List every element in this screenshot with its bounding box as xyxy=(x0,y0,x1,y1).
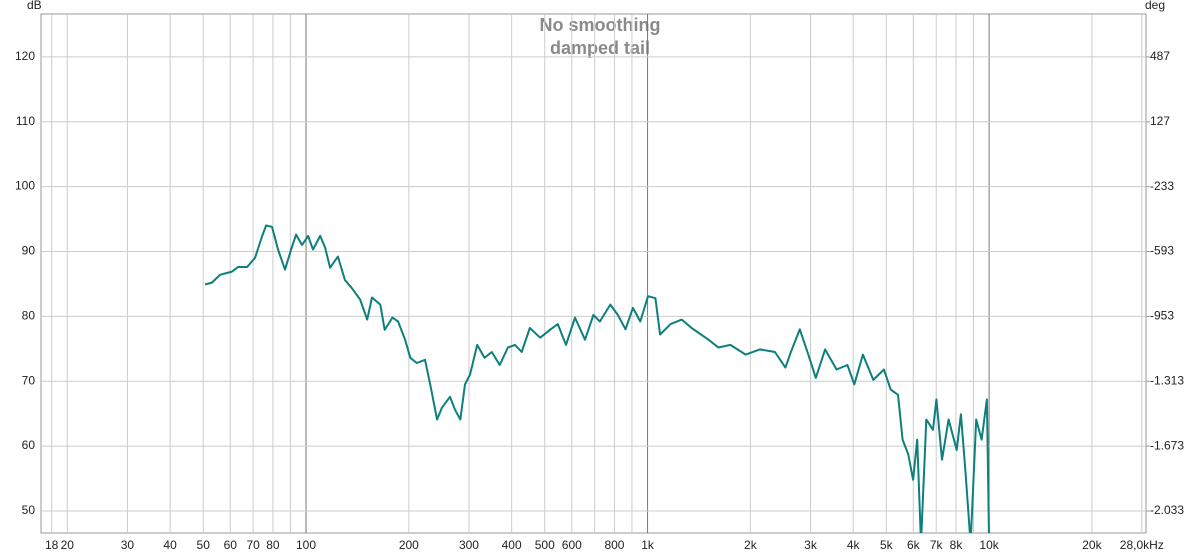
x-tick-label: 300 xyxy=(459,538,479,552)
y-tick-label: 110 xyxy=(16,114,35,128)
y-tick-label: 100 xyxy=(15,179,35,193)
x-tick-label: 50 xyxy=(197,538,211,552)
y-tick-label: 50 xyxy=(22,503,36,517)
x-tick-label: 20k xyxy=(1082,538,1102,552)
x-tick-label: 500 xyxy=(535,538,555,552)
x-tick-label: 70 xyxy=(246,538,260,552)
x-tick-label: 800 xyxy=(604,538,624,552)
y-tick-label: 120 xyxy=(15,49,35,63)
x-tick-label: 4k xyxy=(847,538,861,552)
chart-subtitle: damped tail xyxy=(550,38,650,58)
y-axis-label: dB xyxy=(27,0,42,12)
x-tick-label: 80 xyxy=(266,538,280,552)
x-tick-label: 30 xyxy=(121,538,135,552)
x-tick-label: 18 xyxy=(45,538,59,552)
y2-tick-label: -1.673 xyxy=(1150,438,1184,452)
y2-tick-label: -593 xyxy=(1150,244,1174,258)
x-tick-label: 400 xyxy=(502,538,522,552)
y2-tick-label: -953 xyxy=(1150,309,1174,323)
y2-axis-label: deg xyxy=(1145,0,1165,12)
x-tick-label: 6k xyxy=(907,538,921,552)
y-tick-label: 70 xyxy=(22,373,36,387)
y2-tick-label: 487 xyxy=(1150,49,1170,63)
y-tick-label: 80 xyxy=(22,308,36,322)
x-tick-label: 200 xyxy=(399,538,419,552)
series-line xyxy=(204,224,990,533)
y-tick-label: 60 xyxy=(22,438,36,452)
x-tick-label: 10k xyxy=(979,538,999,552)
y2-tick-label: -2.033 xyxy=(1150,503,1184,517)
x-tick-label: 100 xyxy=(296,538,316,552)
plot-area xyxy=(40,13,1147,534)
x-tick-label: 7k xyxy=(930,538,944,552)
x-tick-label: 8k xyxy=(950,538,964,552)
x-tick-label: 60 xyxy=(224,538,238,552)
x-tick-label: 40 xyxy=(163,538,177,552)
x-tick-label: 28,0kHz xyxy=(1120,538,1164,552)
chart-title: No smoothing xyxy=(540,15,661,35)
y2-tick-label: 127 xyxy=(1150,114,1170,128)
y2-tick-label: -1.313 xyxy=(1150,373,1184,387)
x-tick-label: 20 xyxy=(61,538,75,552)
x-tick-label: 2k xyxy=(744,538,758,552)
y-tick-label: 90 xyxy=(22,244,36,258)
x-tick-label: 1k xyxy=(641,538,655,552)
y2-tick-label: -233 xyxy=(1150,179,1174,193)
x-tick-label: 600 xyxy=(562,538,582,552)
x-tick-label: 5k xyxy=(880,538,894,552)
x-tick-label: 3k xyxy=(804,538,818,552)
